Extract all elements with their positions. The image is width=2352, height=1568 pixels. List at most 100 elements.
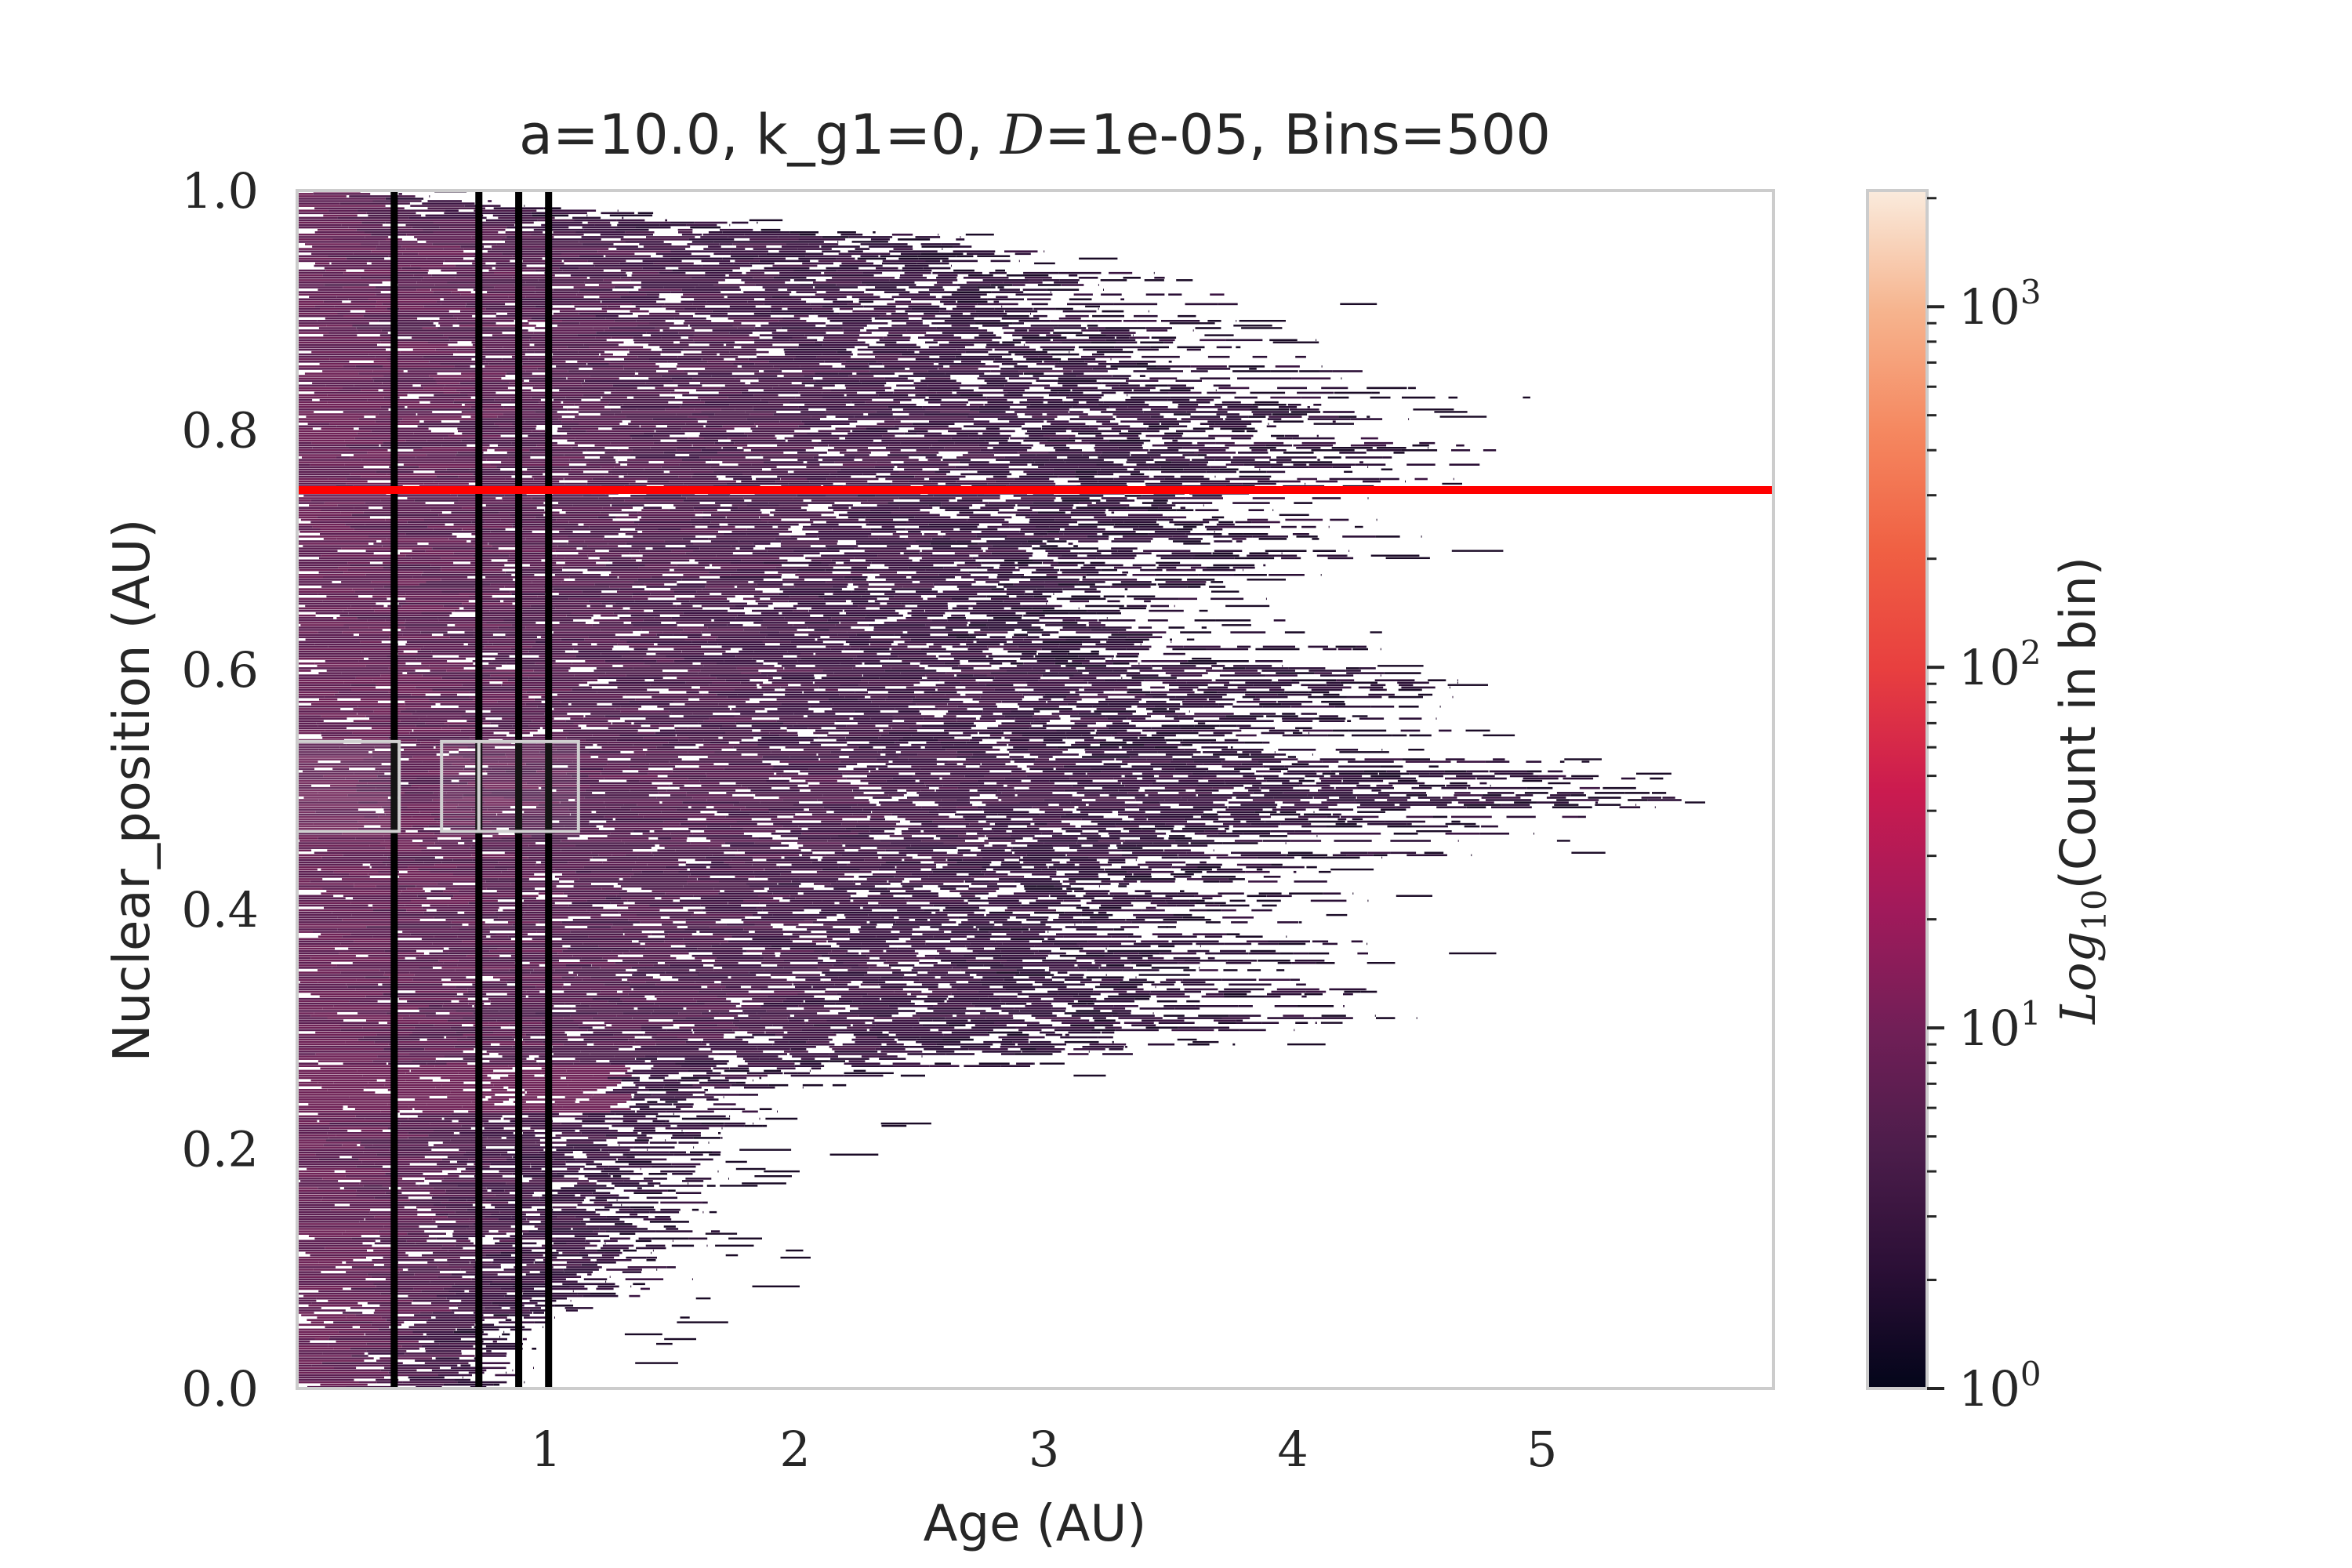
heatmap-cell	[823, 336, 884, 339]
heatmap-cell	[568, 597, 648, 601]
heatmap-cell	[531, 452, 583, 454]
heatmap-cell	[753, 408, 809, 411]
heatmap-cell	[412, 336, 448, 339]
heatmap-cell	[1038, 698, 1051, 701]
heatmap-cell	[626, 779, 640, 782]
heatmap-cell	[1017, 509, 1033, 511]
heatmap-cell	[749, 219, 783, 222]
heatmap-cell	[568, 765, 630, 768]
heatmap-cell	[563, 401, 610, 404]
heatmap-cell	[426, 715, 462, 717]
heatmap-cell	[820, 398, 873, 401]
heatmap-cell	[1393, 452, 1405, 454]
heatmap-cell	[420, 267, 492, 270]
heatmap-cell	[784, 617, 832, 619]
heatmap-cell	[1069, 612, 1097, 615]
heatmap-cell	[1023, 439, 1047, 442]
heatmap-cell	[1025, 413, 1043, 416]
heatmap-cell	[528, 358, 604, 361]
heatmap-cell	[1276, 672, 1315, 674]
heatmap-cell	[745, 411, 777, 413]
heatmap-cell	[708, 231, 723, 234]
heatmap-cell	[297, 667, 389, 670]
heatmap-cell	[297, 743, 347, 746]
heatmap-cell	[357, 329, 382, 332]
heatmap-cell	[1207, 420, 1224, 423]
heatmap-cell	[633, 667, 703, 670]
heatmap-cell	[444, 212, 482, 215]
heatmap-cell	[702, 358, 724, 361]
heatmap-cell	[758, 255, 806, 258]
heatmap-cell	[839, 312, 887, 315]
heatmap-cell	[653, 434, 670, 437]
heatmap-cell	[826, 325, 867, 327]
heatmap-cell	[952, 607, 969, 610]
heatmap-cell	[666, 789, 736, 792]
heatmap-cell	[663, 708, 730, 710]
heatmap-cell	[1082, 662, 1113, 665]
heatmap-cell	[1344, 470, 1353, 474]
heatmap-cell	[1083, 348, 1123, 351]
heatmap-cell	[297, 255, 328, 258]
heatmap-cell	[757, 377, 814, 379]
heatmap-cell	[516, 298, 597, 301]
heatmap-cell	[944, 662, 960, 665]
heatmap-cell	[866, 516, 915, 519]
heatmap-cell	[684, 370, 759, 372]
heatmap-cell	[1260, 786, 1294, 789]
heatmap-cell	[575, 416, 626, 418]
heatmap-cell	[891, 667, 925, 670]
heatmap-cell	[906, 329, 938, 332]
heatmap-cell	[860, 779, 887, 782]
heatmap-cell	[704, 274, 726, 277]
heatmap-cell	[767, 550, 793, 552]
heatmap-cell	[800, 411, 826, 413]
heatmap-cell	[1094, 645, 1123, 648]
heatmap-cell	[969, 619, 988, 622]
heatmap-cell	[502, 499, 550, 502]
heatmap-cell	[1081, 439, 1109, 442]
heatmap-cell	[1245, 681, 1272, 684]
heatmap-cell	[722, 257, 753, 260]
heatmap-cell	[1104, 679, 1117, 681]
heatmap-cell	[828, 506, 849, 509]
heatmap-cell	[557, 427, 572, 430]
heatmap-cell	[768, 401, 789, 404]
heatmap-cell	[808, 768, 839, 771]
heatmap-cell	[1029, 753, 1079, 756]
heatmap-cell	[1282, 713, 1296, 715]
heatmap-cell	[495, 267, 560, 270]
heatmap-cell	[676, 413, 692, 416]
heatmap-cell	[993, 679, 1039, 681]
heatmap-cell	[1321, 700, 1345, 703]
heatmap-cell	[565, 720, 608, 722]
heatmap-cell	[676, 597, 728, 601]
heatmap-cell	[892, 533, 922, 535]
heatmap-cell	[426, 581, 515, 583]
heatmap-cell	[1001, 468, 1054, 471]
heatmap-cell	[763, 695, 788, 699]
heatmap-cell	[1439, 706, 1441, 708]
heatmap-cell	[627, 459, 682, 461]
heatmap-cell	[999, 566, 1015, 569]
heatmap-cell	[571, 703, 597, 706]
heatmap-cell	[972, 753, 1010, 756]
heatmap-cell	[437, 255, 513, 258]
heatmap-cell	[639, 672, 699, 674]
heatmap-cell	[682, 401, 705, 404]
heatmap-cell	[793, 358, 841, 361]
heatmap-cell	[1332, 466, 1351, 468]
heatmap-cell	[1190, 566, 1207, 569]
heatmap-cell	[383, 441, 477, 445]
heatmap-cell	[1180, 475, 1204, 478]
heatmap-cell	[1138, 662, 1140, 665]
heatmap-cell	[837, 350, 852, 354]
heatmap-cell	[808, 243, 839, 245]
heatmap-cell	[1151, 336, 1177, 339]
heatmap-cell	[458, 706, 517, 708]
heatmap-cell	[1062, 499, 1101, 502]
heatmap-cell	[1400, 729, 1421, 732]
heatmap-cell	[791, 296, 811, 299]
heatmap-cell	[586, 430, 655, 433]
heatmap-cell	[760, 398, 821, 401]
